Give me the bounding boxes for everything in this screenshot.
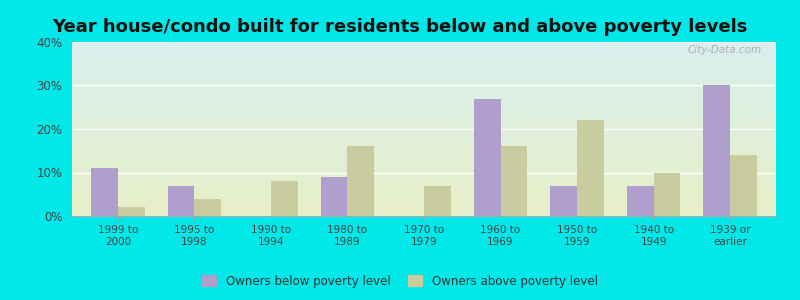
Bar (321, 177, 347, 216)
Bar (271, 181, 298, 216)
Bar (550, 185, 577, 216)
Legend: Owners below poverty level, Owners above poverty level: Owners below poverty level, Owners above… (198, 271, 602, 291)
Bar (474, 98, 501, 216)
Bar (577, 120, 604, 216)
Bar (91, 168, 118, 216)
Bar (626, 185, 654, 216)
Bar (703, 85, 730, 216)
Bar (194, 199, 222, 216)
Bar (347, 146, 374, 216)
Bar (654, 172, 680, 216)
Bar (730, 155, 757, 216)
Bar (424, 185, 450, 216)
Bar (168, 185, 194, 216)
Bar (501, 146, 527, 216)
Text: Year house/condo built for residents below and above poverty levels: Year house/condo built for residents bel… (52, 18, 748, 36)
Bar (118, 207, 145, 216)
Text: City-Data.com: City-Data.com (688, 46, 762, 56)
